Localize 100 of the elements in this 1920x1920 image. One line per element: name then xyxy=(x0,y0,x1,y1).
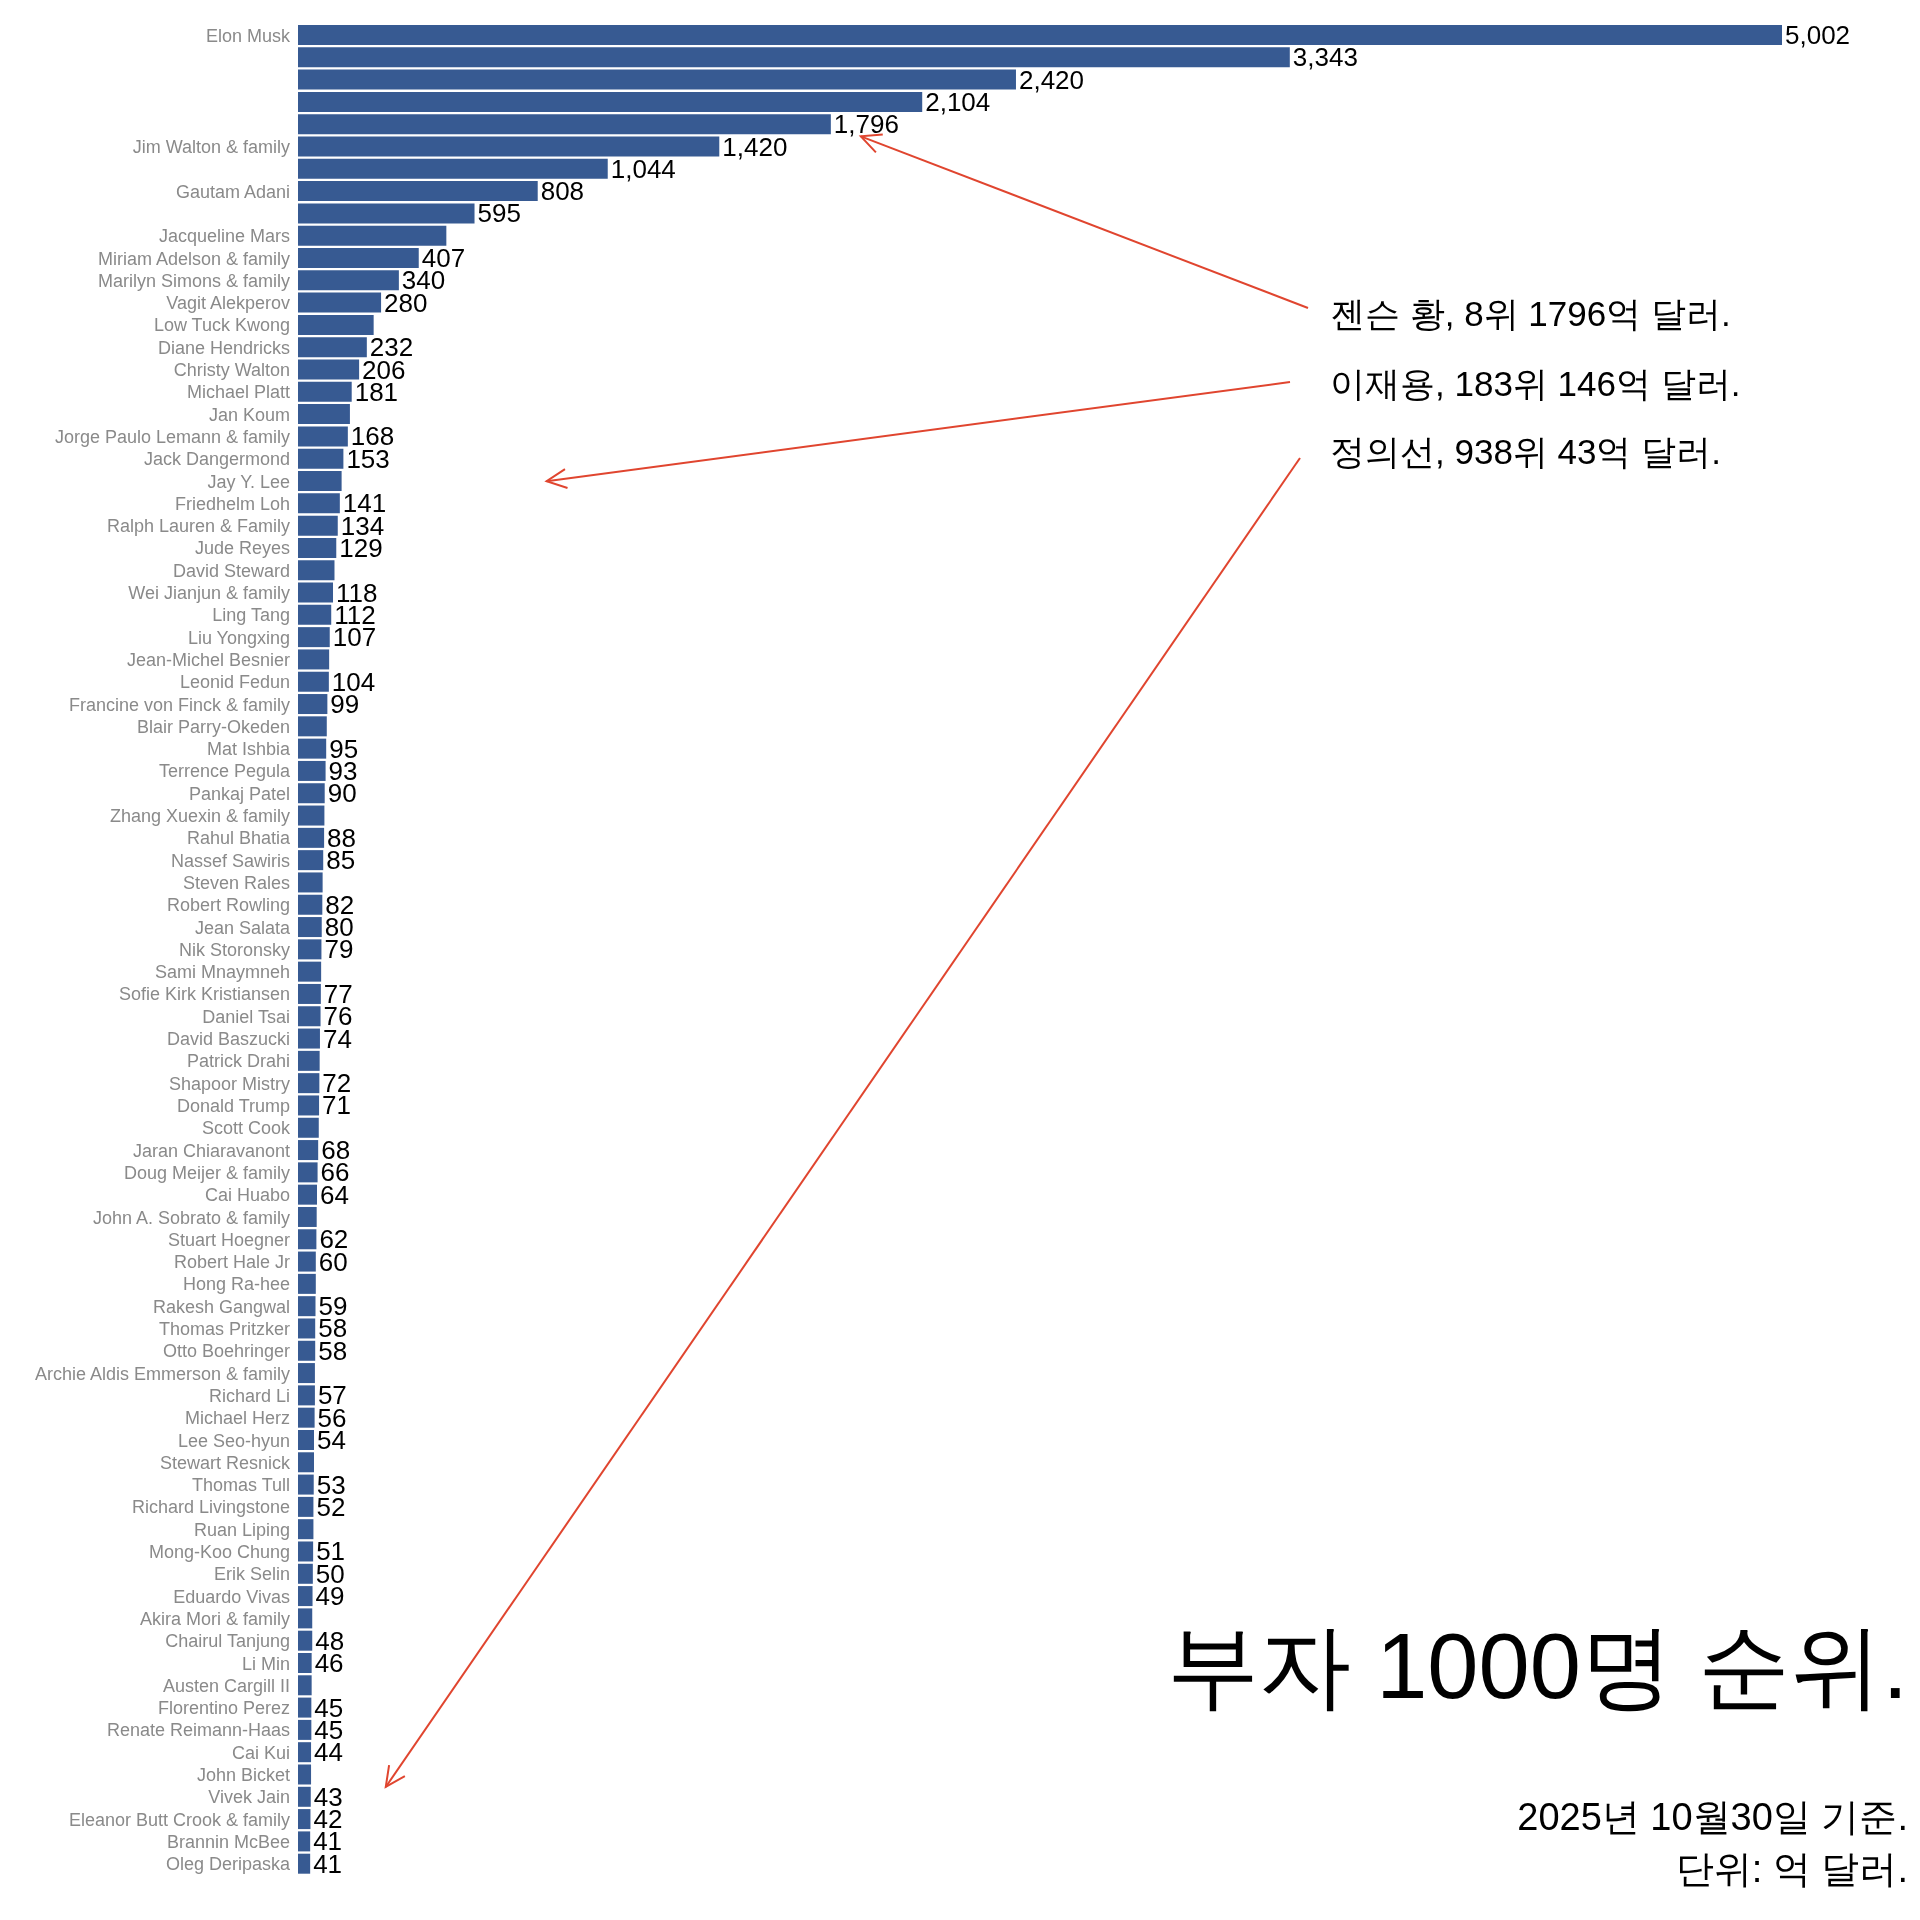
bar xyxy=(298,181,538,202)
bar xyxy=(298,1229,317,1250)
y-tick-label: Richard Livingstone xyxy=(131,1497,290,1518)
bar xyxy=(298,515,338,536)
bar xyxy=(298,426,348,447)
y-tick-label: Richard Li xyxy=(208,1385,290,1406)
bar xyxy=(298,270,399,291)
data-label: 1,044 xyxy=(610,153,676,184)
bar xyxy=(298,1541,314,1562)
y-tick-label: Li Min xyxy=(241,1653,290,1674)
bar xyxy=(298,1363,315,1384)
y-tick-label: Friedhelm Loh xyxy=(174,493,290,514)
bar xyxy=(298,716,327,737)
bar xyxy=(298,1318,316,1339)
bar xyxy=(298,537,337,558)
y-tick-label: Low Tuck Kwong xyxy=(153,315,290,336)
y-tick-label: Jim Walton & family xyxy=(132,137,290,158)
bar xyxy=(298,448,344,469)
y-tick-label: Jay Y. Lee xyxy=(207,471,290,492)
bar xyxy=(298,158,608,179)
y-tick-label: Patrick Drahi xyxy=(186,1051,290,1072)
y-tick-label: Wei Jianjun & family xyxy=(128,583,290,604)
y-tick-label: Rakesh Gangwal xyxy=(152,1296,290,1317)
bar xyxy=(298,1742,312,1763)
bar xyxy=(298,114,831,135)
y-tick-label: Marilyn Simons & family xyxy=(97,270,290,291)
data-label: 5,002 xyxy=(1785,20,1851,50)
y-tick-label: Ruan Liping xyxy=(193,1519,290,1540)
bar xyxy=(298,1786,311,1807)
text: 부자 1000명 순위. xyxy=(1166,1615,1908,1717)
annotation: 정의선, 938위 43억 달러. xyxy=(1330,432,1721,471)
bar xyxy=(298,91,923,112)
y-tick-label: Michael Herz xyxy=(184,1408,290,1429)
bar xyxy=(298,1273,316,1294)
bar xyxy=(298,471,342,492)
bar xyxy=(298,582,334,603)
bar xyxy=(298,381,352,402)
bar xyxy=(298,1407,315,1428)
y-tick-label: Archie Aldis Emmerson & family xyxy=(34,1363,290,1384)
y-tick-label: Stewart Resnick xyxy=(159,1452,291,1473)
bar xyxy=(298,493,340,514)
y-tick-label: Zhang Xuexin & family xyxy=(109,806,290,827)
y-tick-label: Cai Huabo xyxy=(204,1185,290,1206)
bar xyxy=(298,359,360,380)
bar xyxy=(298,1340,316,1361)
y-tick-label: Christy Walton xyxy=(173,360,290,381)
y-tick-label: Diane Hendricks xyxy=(157,337,290,358)
y-tick-label: Mat Ishbia xyxy=(206,739,291,760)
y-tick-label: Blair Parry-Okeden xyxy=(136,716,290,737)
bar xyxy=(298,47,1290,68)
y-tick-label: Nik Storonsky xyxy=(178,939,290,960)
bar xyxy=(298,1697,312,1718)
y-tick-label: Donald Trump xyxy=(176,1096,290,1116)
bar xyxy=(298,983,321,1004)
y-tick-label: Eduardo Vivas xyxy=(173,1586,290,1607)
bar xyxy=(298,1117,319,1138)
y-tick-label: Jacqueline Mars xyxy=(158,226,290,247)
bar xyxy=(298,604,332,625)
bar xyxy=(298,69,1016,90)
y-tick-label: Sami Mnaymneh xyxy=(154,962,290,983)
bar xyxy=(298,939,322,960)
y-tick-label: Thomas Pritzker xyxy=(158,1319,290,1340)
y-tick-label: Eleanor Butt Crook & family xyxy=(68,1809,290,1830)
y-tick-label: Erik Selin xyxy=(213,1564,290,1585)
bar xyxy=(298,1608,313,1629)
y-tick-label: Elon Musk xyxy=(205,25,291,46)
data-label: 808 xyxy=(540,176,585,207)
y-tick-label: Jean-Michel Besnier xyxy=(126,649,290,670)
y-tick-label: Jean Salata xyxy=(194,917,291,938)
y-tick-label: Ralph Lauren & Family xyxy=(106,516,290,537)
bar xyxy=(298,894,323,915)
y-tick-label: Oleg Deripaska xyxy=(165,1854,291,1875)
y-tick-label: David Steward xyxy=(172,560,290,581)
bar xyxy=(298,1296,316,1317)
bar xyxy=(298,248,419,269)
y-tick-label: Michael Platt xyxy=(186,382,290,403)
bar xyxy=(298,1206,317,1227)
bar xyxy=(298,1095,320,1116)
bar xyxy=(298,917,322,938)
bar xyxy=(298,225,447,246)
bar xyxy=(298,1764,312,1785)
bar xyxy=(298,1809,311,1830)
y-tick-label: Terrence Pegula xyxy=(158,761,291,782)
y-tick-label: Florentino Perez xyxy=(157,1698,290,1719)
bar xyxy=(298,961,322,982)
y-tick-label: David Baszucki xyxy=(166,1029,290,1050)
y-tick-label: Cai Kui xyxy=(231,1742,290,1763)
bar xyxy=(298,627,330,648)
annotation: 단위: 억 달러. xyxy=(1675,1848,1908,1890)
bar xyxy=(298,1006,321,1027)
y-tick-label: Vagit Alekperov xyxy=(166,293,290,314)
bar xyxy=(298,1429,315,1450)
annotation: 젠슨 황, 8위 1796억 달러. xyxy=(1330,294,1731,333)
bar xyxy=(298,25,1782,45)
bar xyxy=(298,1073,320,1094)
y-tick-label: Leonid Fedun xyxy=(179,672,290,693)
bar xyxy=(298,1140,319,1161)
y-tick-label: Steven Rales xyxy=(182,872,290,893)
y-tick-label: Rahul Bhatia xyxy=(186,828,291,849)
annotation: 이재용, 183위 146억 달러. xyxy=(1330,364,1741,403)
